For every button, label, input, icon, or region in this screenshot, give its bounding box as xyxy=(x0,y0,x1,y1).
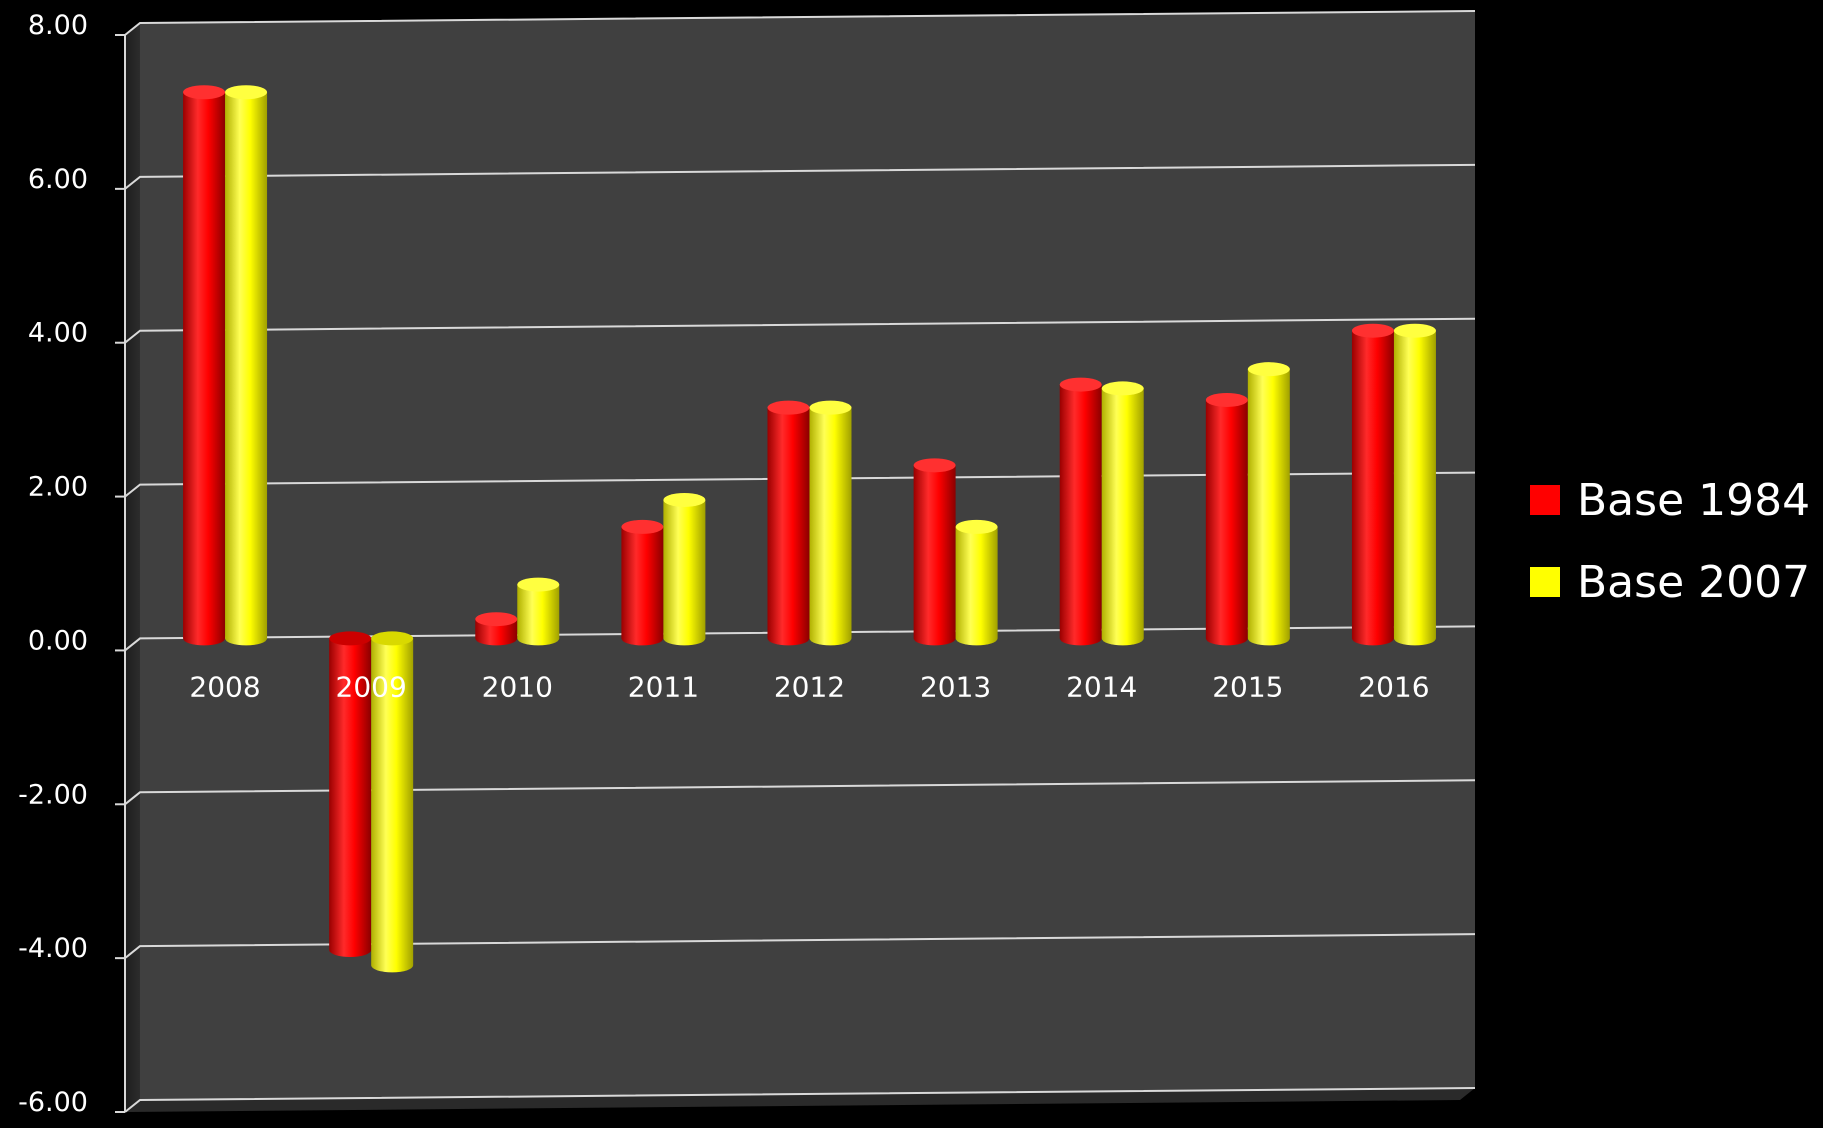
bar xyxy=(913,458,956,646)
bar-body xyxy=(663,499,706,646)
bar-cap xyxy=(1393,323,1436,338)
bar xyxy=(475,612,518,646)
x-axis-labels: 2008 2009 2010 2011 2012 2013 2014 2015 2016 xyxy=(189,670,1429,703)
bar-cap xyxy=(1101,381,1144,396)
gridline xyxy=(124,1087,1476,1113)
bar-body xyxy=(1059,384,1102,646)
gridline xyxy=(124,779,1476,806)
bar xyxy=(371,631,414,973)
legend: Base 1984 Base 2007 xyxy=(1530,475,1810,608)
bar-cap xyxy=(809,400,852,415)
x-tick-label: 2013 xyxy=(920,670,991,703)
gridlines xyxy=(124,10,1476,1113)
bar xyxy=(225,85,268,646)
bar-body xyxy=(1393,330,1436,646)
gridline xyxy=(124,317,1476,344)
bar-cap xyxy=(913,458,956,473)
plot-floor xyxy=(125,1088,1475,1112)
bar-body xyxy=(955,526,998,646)
bar-body xyxy=(329,638,372,957)
y-tick-label: 4.00 xyxy=(28,318,88,349)
gridline xyxy=(124,471,1476,498)
y-tick-label: -6.00 xyxy=(18,1087,88,1118)
bar-body xyxy=(767,407,810,646)
x-tick-label: 2011 xyxy=(628,670,699,703)
legend-item: Base 1984 xyxy=(1530,475,1810,526)
x-tick-label: 2012 xyxy=(774,670,845,703)
y-tick-label: 0.00 xyxy=(28,625,88,656)
bar xyxy=(1205,392,1248,646)
gridline xyxy=(124,163,1476,190)
gridline xyxy=(124,10,1476,36)
bar-cap xyxy=(621,519,664,534)
bar xyxy=(1247,362,1290,646)
bar xyxy=(1101,381,1144,646)
bar xyxy=(329,631,372,957)
bar-body xyxy=(225,92,268,646)
gridline xyxy=(124,625,1476,652)
bar xyxy=(621,519,664,646)
bar-body xyxy=(371,638,414,973)
bar xyxy=(955,519,998,646)
legend-label: Base 1984 xyxy=(1577,475,1810,526)
bar-cap xyxy=(1247,362,1290,377)
bar-body xyxy=(1101,388,1144,646)
y-tick-label: -4.00 xyxy=(18,933,88,964)
bar-cap xyxy=(517,577,560,592)
bar xyxy=(663,492,706,646)
legend-item: Base 2007 xyxy=(1530,557,1810,608)
bar-cap xyxy=(329,631,372,646)
legend-swatch xyxy=(1530,485,1560,515)
bar-cap xyxy=(1205,392,1248,407)
bar-cap xyxy=(663,492,706,507)
y-tick-label: 6.00 xyxy=(28,164,88,195)
bar-cap xyxy=(371,631,414,646)
y-tick-label: 8.00 xyxy=(28,10,88,41)
x-tick-label: 2010 xyxy=(482,670,553,703)
bar-body xyxy=(475,619,518,646)
bar-cap xyxy=(767,400,810,415)
x-tick-label: 2014 xyxy=(1066,670,1137,703)
gridline xyxy=(124,933,1476,959)
bar xyxy=(767,400,810,646)
bar-body xyxy=(809,407,852,646)
bar-cap xyxy=(1351,323,1394,338)
y-axis: 8.00 6.00 4.00 2.00 0.00 -2.00 -4.00 -6.00 xyxy=(18,10,126,1118)
bar xyxy=(1351,323,1394,646)
bar-cap xyxy=(955,519,998,534)
bar-cap xyxy=(475,612,518,627)
bar-body xyxy=(517,584,560,646)
bar-cap xyxy=(183,85,226,100)
bar xyxy=(1059,377,1102,646)
legend-label: Base 2007 xyxy=(1577,557,1810,608)
x-tick-label: 2016 xyxy=(1358,670,1429,703)
bar xyxy=(183,85,226,646)
bar xyxy=(1393,323,1436,646)
bar-body xyxy=(621,526,664,646)
y-tick-label: 2.00 xyxy=(28,472,88,503)
bar xyxy=(809,400,852,646)
bar xyxy=(517,577,560,646)
bar-body xyxy=(1205,399,1248,646)
y-tick-label: -2.00 xyxy=(18,779,88,810)
legend-swatch xyxy=(1530,567,1560,597)
bar-cap xyxy=(225,85,268,100)
x-tick-label: 2015 xyxy=(1212,670,1283,703)
bar-body xyxy=(1247,369,1290,646)
bar-body xyxy=(1351,330,1394,646)
bar-body xyxy=(183,92,226,646)
bar-cap xyxy=(1059,377,1102,392)
x-tick-label: 2009 xyxy=(336,670,407,703)
x-tick-label: 2008 xyxy=(189,670,260,703)
plot-side-wall xyxy=(125,23,140,1112)
bar-body xyxy=(913,465,956,646)
bars xyxy=(183,85,1436,973)
